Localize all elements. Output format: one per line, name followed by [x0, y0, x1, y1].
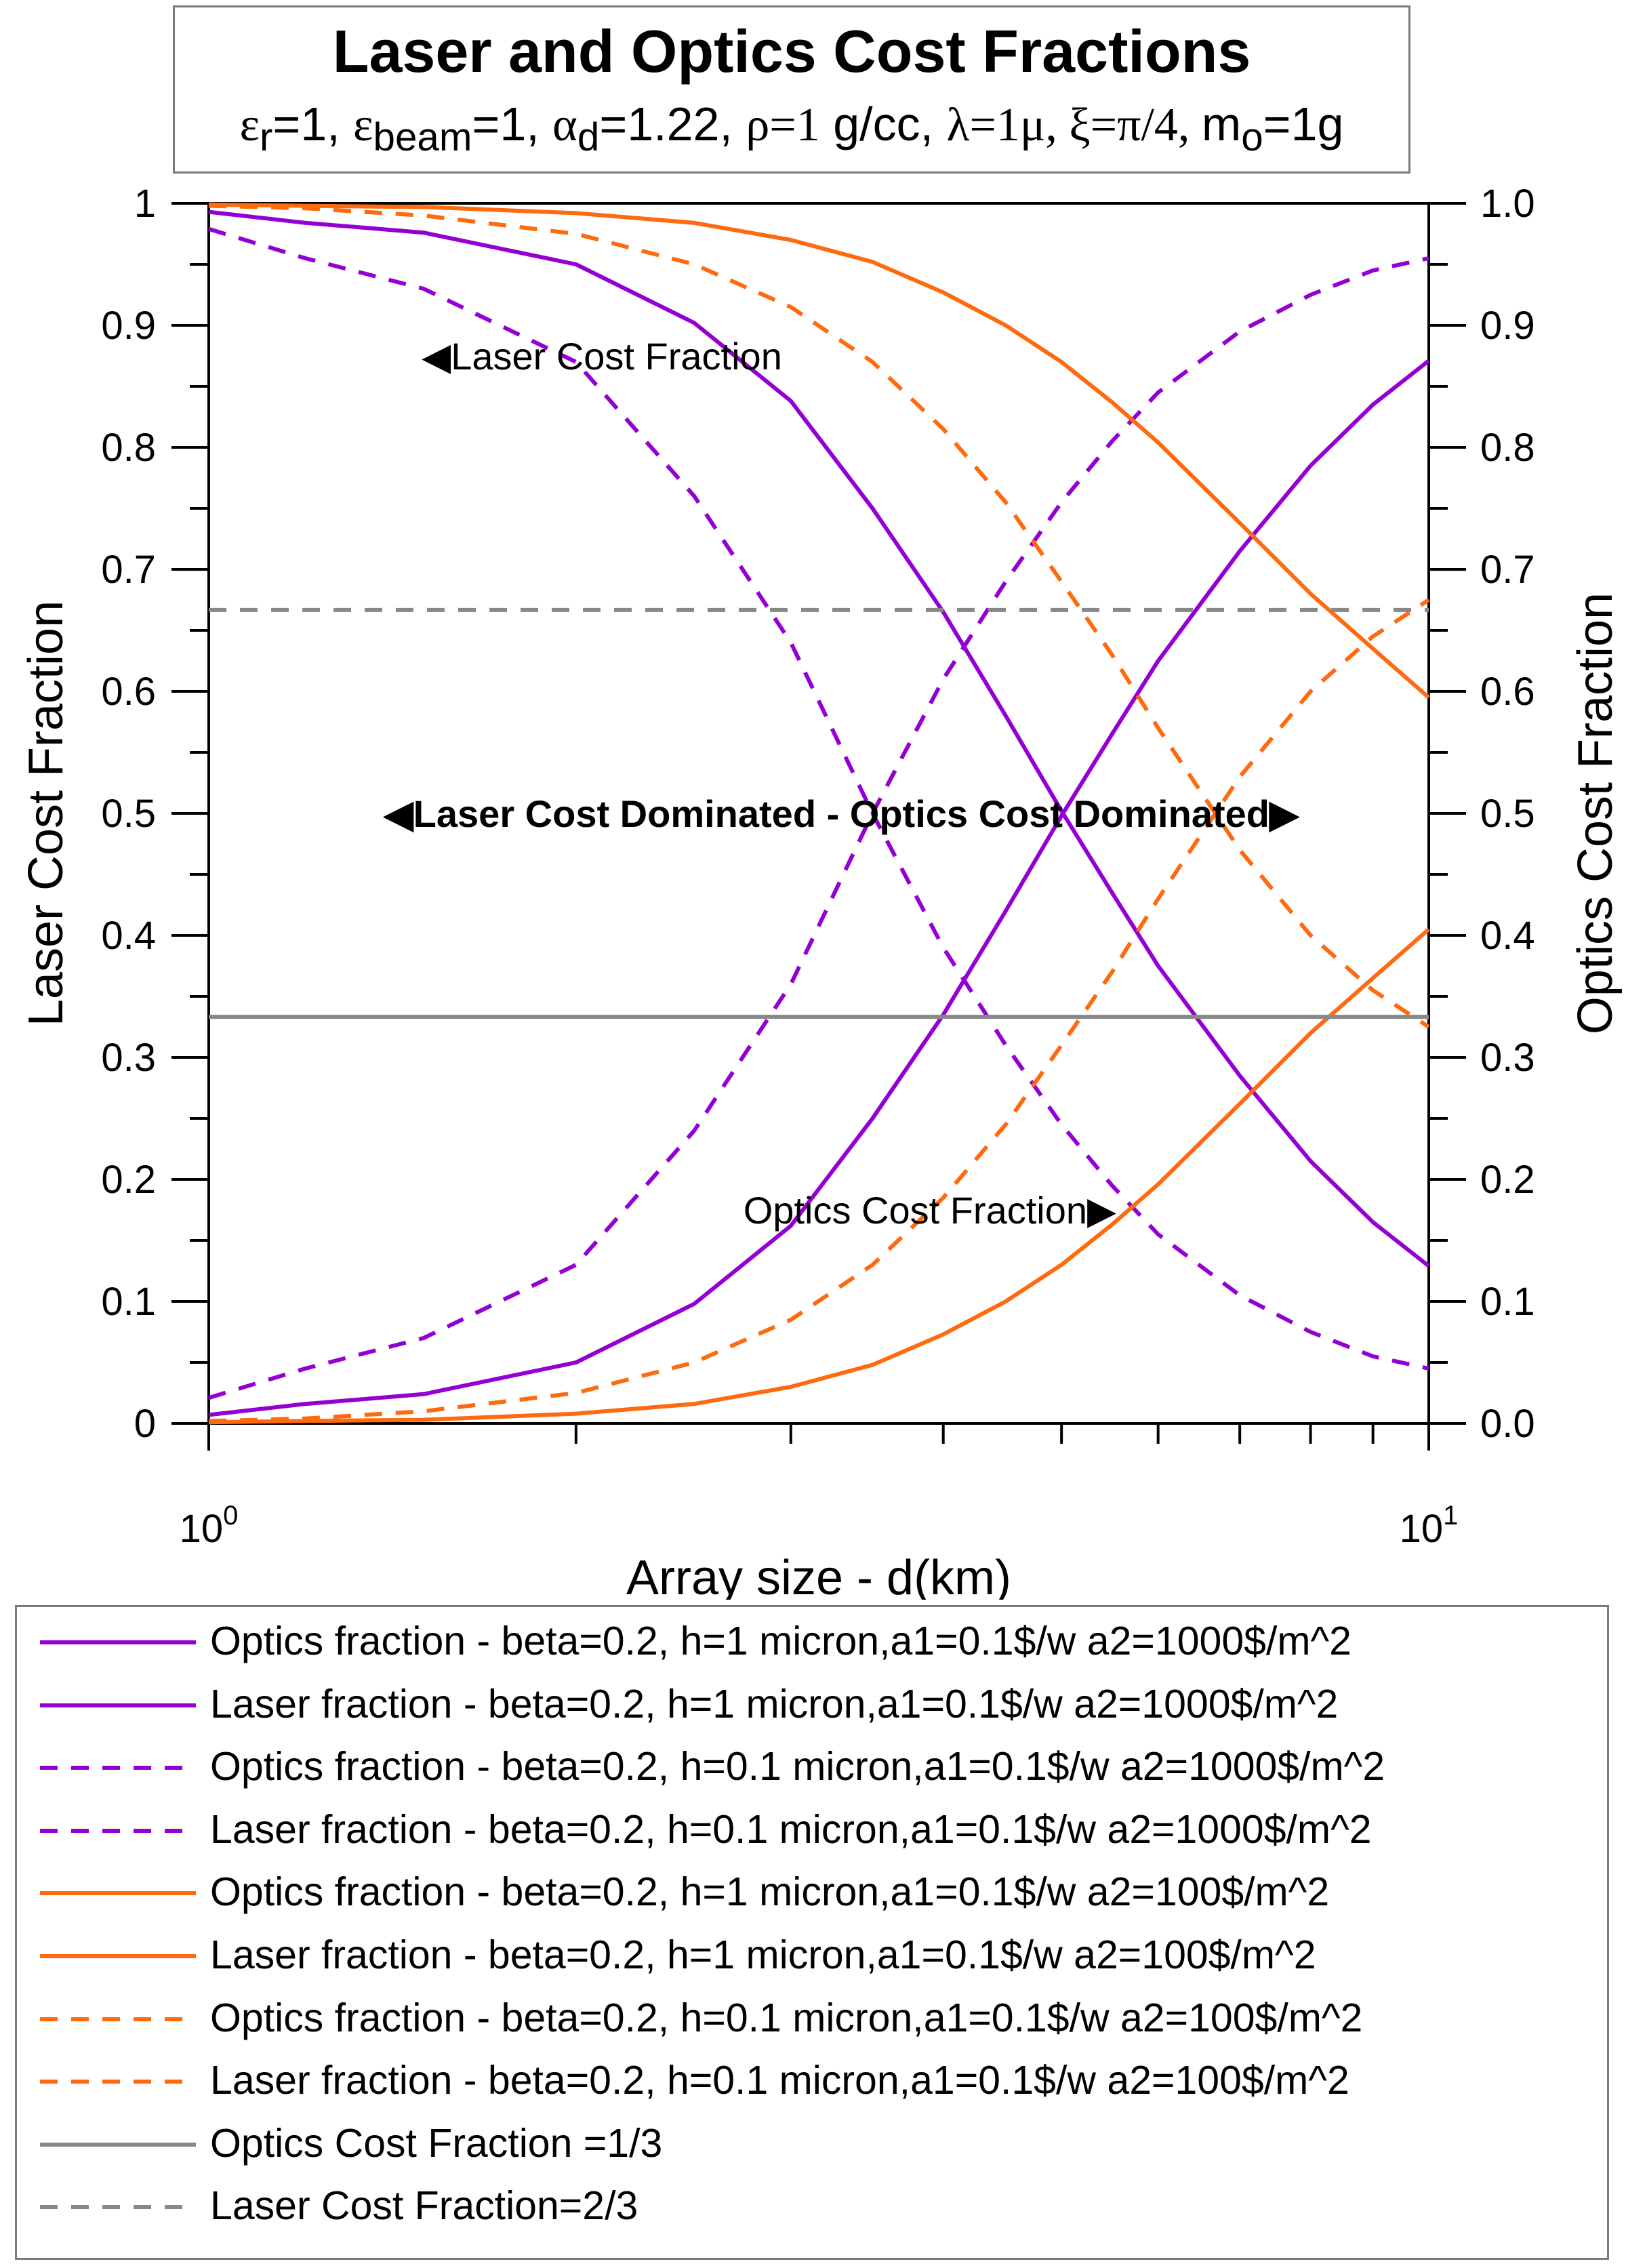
y-tick-label: 0 — [134, 1402, 156, 1446]
y-tick-label: 0.6 — [101, 670, 156, 714]
series-line-1 — [208, 359, 1430, 1417]
y-axis-label: Laser Cost Fraction — [19, 601, 73, 1026]
subtitle-m-sub: o — [1241, 115, 1263, 159]
y2-tick-label: 0.2 — [1480, 1158, 1535, 1202]
legend-label: Laser Cost Fraction=2/3 — [210, 2183, 638, 2229]
subtitle-eps-r-val: =1, — [272, 98, 354, 150]
legend-label: Optics fraction - beta=0.2, h=1 micron,a… — [210, 1619, 1351, 1663]
legend-swatch — [40, 1640, 196, 1644]
y2-tick-label: 0.6 — [1480, 670, 1535, 714]
series-line-7 — [208, 598, 1430, 1423]
annotation-1: ◀Laser Cost Fraction — [422, 335, 782, 378]
y-tick-label: 1 — [134, 182, 156, 226]
legend: Optics fraction - beta=0.2, h=1 micron,a… — [15, 1605, 1609, 2260]
legend-item: Laser fraction - beta=0.2, h=1 micron,a1… — [17, 1674, 1607, 1737]
legend-swatch — [40, 1954, 196, 1958]
y-tick-label: 0.1 — [101, 1280, 156, 1324]
annotations: ◀Laser Cost Fraction ◀Laser Cost Dominate… — [383, 335, 1300, 1232]
chart-subtitle: εr=1, εbeam=1, αd=1.22, ρ=1 g/cc, λ=1μ, … — [175, 97, 1408, 160]
x-axis-label: Array size - d(km) — [626, 1551, 1011, 1600]
y-tick-label: 0.3 — [101, 1036, 156, 1080]
legend-label: Laser fraction - beta=0.2, h=0.1 micron,… — [210, 2058, 1349, 2103]
chart-title-box: Laser and Optics Cost Fractions εr=1, εb… — [173, 5, 1410, 174]
subtitle-eps-r-sub: r — [259, 115, 273, 159]
y-tick-label: 0.8 — [101, 426, 156, 470]
subtitle-alpha: α — [552, 99, 577, 151]
legend-swatch — [40, 2142, 196, 2147]
subtitle-rho: ρ=1 — [746, 99, 820, 151]
legend-item: Optics fraction - beta=0.2, h=0.1 micron… — [17, 1988, 1607, 2050]
y-tick-label: 0.9 — [101, 304, 156, 348]
subtitle-eps-r: ε — [239, 99, 260, 151]
legend-item: Optics Cost Fraction =1/3 — [17, 2113, 1607, 2176]
subtitle-m: m — [1201, 98, 1242, 150]
subtitle-eps-beam-val: =1, — [472, 98, 553, 150]
legend-item: Optics fraction - beta=0.2, h=1 micron,a… — [17, 1611, 1607, 1674]
subtitle-eps-beam: ε — [353, 99, 373, 151]
legend-swatch — [40, 1828, 196, 1833]
y2-tick-label: 1.0 — [1480, 182, 1535, 226]
y2-tick-label: 0.9 — [1480, 304, 1535, 348]
legend-label: Optics Cost Fraction =1/3 — [210, 2120, 663, 2166]
legend-label: Laser fraction - beta=0.2, h=1 micron,a1… — [210, 1681, 1339, 1726]
legend-label: Laser fraction - beta=0.2, h=0.1 micron,… — [210, 1806, 1372, 1852]
y2-tick-label: 0.8 — [1480, 426, 1535, 470]
legend-item: Laser fraction - beta=0.2, h=1 micron,a1… — [17, 1925, 1607, 1987]
y2-tick-label: 0.4 — [1480, 914, 1535, 958]
legend-label: Laser fraction - beta=0.2, h=1 micron,a1… — [210, 1932, 1316, 1977]
legend-item: Optics fraction - beta=0.2, h=0.1 micron… — [17, 1737, 1607, 1799]
grid-and-axes: 0 0.0 0.1 0.1 0.2 0.2 0.3 0.3 0.4 0.4 0.5 0.5 0.6 0.6… — [101, 182, 1534, 1551]
legend-item: Laser fraction - beta=0.2, h=0.1 micron,… — [17, 1800, 1607, 1862]
subtitle-m-val: =1g — [1263, 98, 1344, 150]
legend-item: Optics fraction - beta=0.2, h=1 micron,a… — [17, 1862, 1607, 1924]
y2-tick-label: 0.1 — [1480, 1280, 1535, 1324]
subtitle-alpha-sub: d — [577, 115, 600, 159]
legend-swatch — [40, 2080, 196, 2084]
series-lines — [208, 202, 1430, 1425]
legend-swatch — [40, 2017, 196, 2021]
x-tick-label: 101 — [1400, 1501, 1459, 1551]
subtitle-rho-unit: g/cc, — [819, 98, 947, 150]
y-tick-label: 0.2 — [101, 1158, 156, 1202]
series-line-5 — [208, 927, 1430, 1425]
legend-swatch — [40, 2205, 196, 2210]
y2-tick-label: 0.7 — [1480, 548, 1535, 592]
x-tick-label: 100 — [180, 1501, 239, 1551]
legend-label: Optics fraction - beta=0.2, h=0.1 micron… — [210, 1995, 1363, 2040]
y-tick-label: 0.5 — [101, 792, 156, 836]
subtitle-eps-beam-sub: beam — [373, 115, 472, 159]
series-line-2 — [208, 209, 1430, 1268]
y2-tick-label: 0.0 — [1480, 1402, 1535, 1446]
legend-label: Optics fraction - beta=0.2, h=1 micron,a… — [210, 1869, 1330, 1915]
y-tick-label: 0.4 — [101, 914, 156, 958]
y2-tick-label: 0.5 — [1480, 792, 1535, 836]
y2-axis-label: Optics Cost Fraction — [1568, 592, 1623, 1034]
y-tick-label: 0.7 — [101, 548, 156, 592]
y2-tick-label: 0.3 — [1480, 1036, 1535, 1080]
subtitle-lambda: λ=1μ, ξ=π/4, — [946, 99, 1202, 151]
annotation-2: ◀Laser Cost Dominated - Optics Cost Domi… — [383, 792, 1300, 835]
legend-item: Laser Cost Fraction=2/3 — [17, 2176, 1607, 2238]
chart-title: Laser and Optics Cost Fractions — [332, 18, 1251, 85]
annotation-3: Optics Cost Fraction▶ — [744, 1189, 1116, 1232]
chart-svg: 0 0.0 0.1 0.1 0.2 0.2 0.3 0.3 0.4 0.4 0.5 0.5 0.6 0.6… — [19, 182, 1623, 1600]
legend-item: Laser fraction - beta=0.2, h=0.1 micron,… — [17, 2050, 1607, 2113]
series-line-6 — [208, 202, 1430, 700]
subtitle-alpha-val: =1.22, — [599, 98, 746, 150]
legend-swatch — [40, 1891, 196, 1896]
legend-swatch — [40, 1766, 196, 1770]
legend-label: Optics fraction - beta=0.2, h=0.1 micron… — [210, 1744, 1385, 1789]
legend-swatch — [40, 1703, 196, 1707]
series-line-8 — [208, 203, 1430, 1029]
